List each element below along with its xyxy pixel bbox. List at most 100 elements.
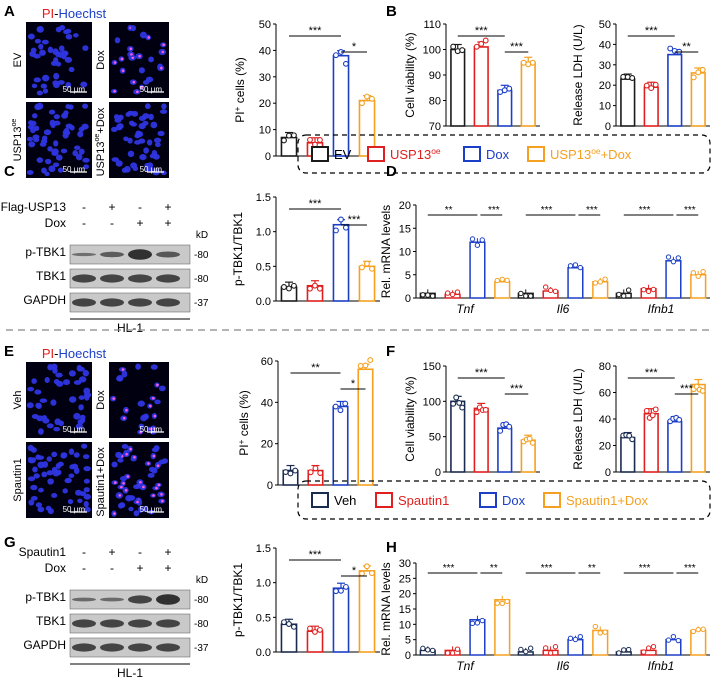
data-point <box>281 137 287 144</box>
pi-dot <box>121 368 125 371</box>
data-point <box>312 465 319 472</box>
y-tick-label: 0 <box>405 293 411 305</box>
data-point <box>527 645 534 651</box>
nucleus <box>123 165 131 173</box>
data-point <box>444 650 451 656</box>
data-point <box>547 650 554 656</box>
y-tick-label: 15 <box>399 604 411 616</box>
nucleus <box>83 487 90 493</box>
y-tick-label: 0.5 <box>256 612 271 624</box>
pi-dot <box>113 512 116 515</box>
nucleus <box>148 56 154 63</box>
chart-C_ratio: 0.0 0.5 1.0 1.5 *** *** <box>256 192 380 308</box>
data-point <box>625 287 632 293</box>
y-tick-label: 1.0 <box>256 227 271 239</box>
pi-dot <box>121 69 125 73</box>
nucleus <box>65 477 72 483</box>
micro-panel <box>109 102 169 178</box>
kd-value: -37 <box>194 643 209 654</box>
pi-dot <box>113 61 117 64</box>
nucleus <box>53 426 61 432</box>
micro-label: Dox <box>95 50 107 70</box>
data-point <box>337 216 344 223</box>
scale-label: 50 μm <box>63 85 86 94</box>
nucleus <box>161 458 169 464</box>
y-tick-label: 40 <box>259 45 271 57</box>
panel-label-d: D <box>386 163 397 180</box>
data-point <box>316 285 323 292</box>
data-point <box>357 362 364 369</box>
pi-dot <box>118 494 122 497</box>
data-point <box>621 293 627 299</box>
blot-sign: + <box>136 561 143 575</box>
band-label: TBK1 <box>36 614 66 628</box>
blot-sign: - <box>138 200 142 214</box>
data-point <box>368 265 375 272</box>
data-point <box>285 621 292 627</box>
data-point <box>649 412 656 419</box>
sig-label: ** <box>588 563 596 574</box>
blot-sign: + <box>136 216 143 230</box>
nucleus <box>72 150 79 157</box>
nucleus <box>116 123 124 130</box>
legend-label: Spautin1 <box>398 493 449 508</box>
y-tick-label: 150 <box>423 361 441 373</box>
micro-label: USP13oe+Dox <box>93 107 107 176</box>
nucleus <box>39 49 46 56</box>
data-point <box>626 432 633 439</box>
data-point <box>333 588 339 595</box>
bar <box>332 587 350 653</box>
y-tick-label: 0.0 <box>256 647 271 659</box>
nucleus <box>83 164 90 170</box>
sig-label: *** <box>488 205 500 216</box>
data-point <box>425 647 431 653</box>
data-point <box>665 254 672 260</box>
nucleus <box>57 461 64 467</box>
nucleus <box>138 506 144 513</box>
nucleus <box>47 478 54 485</box>
sig-label: *** <box>475 25 489 37</box>
micro-label: Spautin1 <box>12 458 24 501</box>
sig-label: * <box>351 378 356 390</box>
nucleus <box>60 148 68 154</box>
nucleus <box>58 420 65 427</box>
band-label: p-TBK1 <box>25 245 66 259</box>
y-tick-label: 0 <box>265 151 271 163</box>
bar <box>690 629 707 656</box>
nucleus <box>41 135 48 142</box>
data-point <box>287 470 294 477</box>
nucleus <box>48 109 56 115</box>
band-label: GAPDH <box>23 293 66 307</box>
nucleus <box>46 456 52 462</box>
blot-sign: - <box>82 561 86 575</box>
nucleus <box>51 492 58 498</box>
nucleus <box>77 131 84 138</box>
y-axis-label: Release LDH (U/L) <box>571 24 585 125</box>
nucleus <box>63 130 71 136</box>
y-tick-label: 30 <box>399 558 411 570</box>
data-point <box>676 416 683 423</box>
legend-swatch <box>311 492 329 508</box>
data-point <box>454 646 461 652</box>
nucleus <box>55 154 63 161</box>
blot-row-label: Flag-USP13 <box>1 200 67 214</box>
data-point <box>629 75 636 81</box>
nucleus <box>78 148 85 155</box>
pi-dot <box>147 462 150 465</box>
y-axis-label: Rel. mRNA levels <box>379 562 393 655</box>
data-point <box>363 563 370 570</box>
y-tick-label: 25 <box>399 573 411 585</box>
nucleus <box>53 72 60 80</box>
nucleus <box>73 33 79 38</box>
sig-label: ** <box>445 205 453 216</box>
pi-dot <box>156 383 159 387</box>
nucleus <box>82 103 89 109</box>
band <box>128 595 152 604</box>
sig-label: *** <box>541 205 553 216</box>
nucleus <box>125 111 131 117</box>
gene-label: Ifnb1 <box>648 302 675 316</box>
nucleus <box>32 134 40 140</box>
bar <box>667 420 683 473</box>
legend-swatch <box>311 146 329 162</box>
nucleus <box>141 505 148 512</box>
